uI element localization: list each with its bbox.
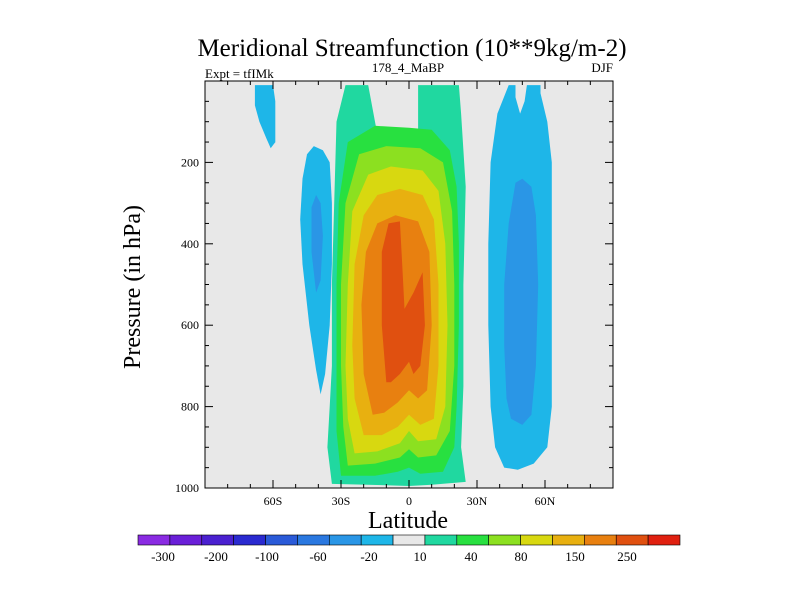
colorbar-swatch: [328, 534, 362, 546]
center-subtitle: 178_4_MaBP: [372, 60, 444, 75]
y-tick-label: 800: [181, 400, 199, 414]
colorbar-swatch: [392, 534, 426, 546]
colorbar-swatch: [233, 534, 266, 546]
chart-title: Meridional Streamfunction (10**9kg/m-2): [197, 35, 626, 62]
colorbar-label: -200: [204, 549, 228, 564]
colorbar: -300 -200 -100 -60 -20 10 40 80 150 250: [137, 534, 681, 564]
colorbar-label: -300: [151, 549, 175, 564]
north-south-cell-core: [381, 221, 425, 383]
colorbar-swatch: [584, 534, 617, 546]
colorbar-label: -100: [255, 549, 279, 564]
y-tick-label: 600: [181, 318, 199, 332]
colorbar-swatch: [169, 534, 203, 546]
x-tick-label: 30N: [467, 494, 488, 508]
colorbar-label: 40: [465, 549, 478, 564]
colorbar-swatch: [424, 534, 458, 546]
x-axis-label: Latitude: [368, 508, 448, 534]
colorbar-swatch: [488, 534, 521, 546]
x-tick-label: 60N: [535, 494, 556, 508]
x-tick-label: 60S: [264, 494, 283, 508]
plot-area: 200 400 600 800 1000 60S 30S 0 30N 60N: [175, 80, 614, 508]
sh-upper-negative-cell: [254, 85, 276, 149]
x-tick-label: 30S: [332, 494, 351, 508]
colorbar-label: 10: [414, 549, 427, 564]
colorbar-label: 80: [515, 549, 528, 564]
colorbar-label: 250: [617, 549, 637, 564]
colorbar-swatch: [552, 534, 585, 546]
colorbar-label: -60: [309, 549, 326, 564]
y-tick-label: 1000: [175, 481, 199, 495]
colorbar-swatch: [297, 534, 330, 546]
colorbar-label: -20: [360, 549, 377, 564]
colorbar-swatch: [201, 534, 234, 546]
colorbar-label: 150: [565, 549, 585, 564]
left-subtitle: Expt = tfIMk: [205, 66, 274, 81]
y-tick-label: 200: [181, 155, 199, 169]
colorbar-swatch: [265, 534, 298, 546]
colorbar-swatch: [456, 534, 490, 546]
nh-negative-cell-inner: [504, 178, 539, 425]
y-tick-label: 400: [181, 237, 199, 251]
right-subtitle: DJF: [591, 60, 613, 75]
colorbar-swatch: [137, 534, 171, 546]
colorbar-swatch: [647, 534, 681, 546]
colorbar-swatch: [520, 534, 553, 546]
colorbar-swatch: [615, 534, 649, 546]
sh-mid-negative-cell-inner: [311, 195, 323, 293]
y-axis-label: Pressure (in hPa): [120, 205, 146, 369]
colorbar-swatch: [360, 534, 394, 546]
x-tick-label: 0: [406, 494, 412, 508]
